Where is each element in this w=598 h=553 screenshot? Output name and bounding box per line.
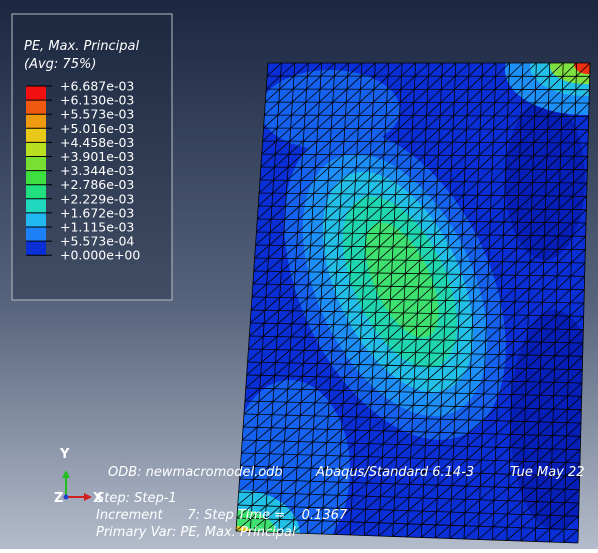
legend-title: PE, Max. Principal <box>24 39 139 54</box>
legend-label: +3.901e-03 <box>60 149 134 164</box>
legend-swatch <box>26 171 46 185</box>
legend-label: +0.000e+00 <box>60 248 140 263</box>
legend-swatch <box>26 157 46 171</box>
z-axis-dot <box>64 495 69 500</box>
legend-swatch <box>26 241 46 255</box>
legend-swatch <box>26 86 46 100</box>
legend-avg: (Avg: 75%) <box>24 57 96 72</box>
triad-y: Y <box>59 447 70 462</box>
legend-swatch <box>26 142 46 156</box>
legend-label: +3.344e-03 <box>60 163 134 178</box>
legend-label: +6.687e-03 <box>60 79 134 94</box>
step-info: Step: Step-1 <box>96 491 177 506</box>
legend-label: +1.115e-03 <box>60 220 134 235</box>
triad-x: X <box>93 491 103 506</box>
legend-swatch <box>26 114 46 128</box>
legend-label: +4.458e-03 <box>60 135 134 150</box>
legend-swatch <box>26 227 46 241</box>
legend-label: +5.573e-04 <box>60 234 134 249</box>
legend-swatch <box>26 199 46 213</box>
legend-label: +2.786e-03 <box>60 177 134 192</box>
legend-swatch <box>26 128 46 142</box>
primary-var-info: Primary Var: PE, Max. Principal <box>96 525 296 540</box>
legend-label: +5.573e-03 <box>60 107 134 122</box>
legend-label: +1.672e-03 <box>60 205 134 220</box>
legend-label: +2.229e-03 <box>60 191 134 206</box>
legend-swatch <box>26 213 46 227</box>
odb-info: ODB: newmacromodel.odb <box>108 465 283 480</box>
legend-label: +5.016e-03 <box>60 121 134 136</box>
legend-swatch <box>26 100 46 114</box>
legend-label: +6.130e-03 <box>60 93 134 108</box>
solver-info: Abaqus/Standard 6.14-3 <box>315 465 474 480</box>
increment-info: Increment 7: Step Time = 0.1367 <box>96 508 348 523</box>
legend: +6.687e-03+6.130e-03+5.573e-03+5.016e-03… <box>26 79 140 263</box>
legend-swatch <box>26 185 46 199</box>
triad-z: Z <box>54 491 63 506</box>
date-info: Tue May 22 <box>510 465 585 480</box>
viewport: PE, Max. Principal (Avg: 75%) +6.687e-03… <box>0 0 598 549</box>
